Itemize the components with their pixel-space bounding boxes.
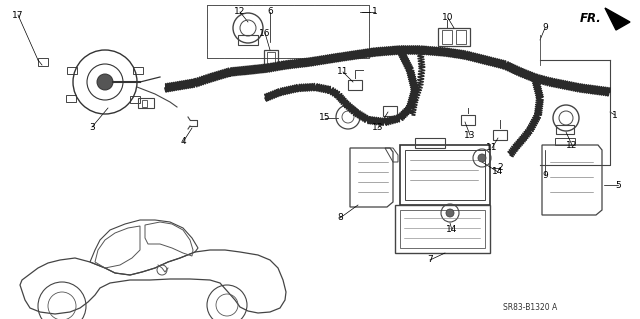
- Text: 4: 4: [180, 137, 186, 146]
- Text: 6: 6: [267, 8, 273, 17]
- Text: 15: 15: [319, 114, 331, 122]
- Text: SR83-B1320 A: SR83-B1320 A: [503, 303, 557, 313]
- Bar: [264, 50, 278, 68]
- Bar: [493, 130, 507, 140]
- Bar: [238, 35, 258, 45]
- Text: 12: 12: [566, 140, 578, 150]
- Bar: [400, 210, 485, 248]
- Text: 1: 1: [372, 8, 378, 17]
- Bar: [400, 145, 490, 205]
- Text: 14: 14: [446, 226, 458, 234]
- Text: 10: 10: [442, 13, 454, 23]
- Bar: [67, 67, 77, 73]
- Bar: [556, 125, 574, 134]
- Bar: [142, 100, 147, 107]
- Text: 11: 11: [337, 68, 349, 77]
- Text: 9: 9: [542, 24, 548, 33]
- Text: 13: 13: [372, 123, 384, 132]
- Bar: [461, 115, 475, 125]
- Text: 7: 7: [427, 256, 433, 264]
- Bar: [38, 58, 48, 66]
- Bar: [442, 30, 452, 44]
- Circle shape: [446, 209, 454, 217]
- Bar: [438, 28, 470, 46]
- Text: 9: 9: [542, 170, 548, 180]
- Bar: [207, 5, 369, 58]
- Text: 17: 17: [12, 11, 24, 19]
- Circle shape: [97, 74, 113, 90]
- Text: 14: 14: [492, 167, 504, 176]
- Bar: [456, 30, 466, 44]
- Bar: [138, 98, 154, 108]
- Bar: [267, 52, 275, 65]
- Bar: [348, 80, 362, 90]
- Bar: [415, 138, 445, 148]
- Text: 3: 3: [89, 122, 95, 131]
- Text: 16: 16: [259, 28, 271, 38]
- Bar: [207, 5, 369, 58]
- Circle shape: [478, 154, 486, 162]
- Text: 13: 13: [464, 130, 476, 139]
- Text: FR.: FR.: [580, 11, 602, 25]
- Bar: [395, 205, 490, 253]
- Polygon shape: [605, 8, 630, 30]
- Text: 8: 8: [337, 213, 343, 222]
- Bar: [131, 96, 140, 103]
- Text: 1: 1: [612, 110, 618, 120]
- Bar: [207, 5, 369, 58]
- Text: 2: 2: [497, 164, 503, 173]
- Text: 5: 5: [615, 181, 621, 189]
- Bar: [133, 67, 143, 73]
- Bar: [405, 150, 485, 200]
- Text: 11: 11: [486, 144, 498, 152]
- Bar: [383, 106, 397, 116]
- Bar: [65, 94, 76, 101]
- Text: 12: 12: [234, 8, 246, 17]
